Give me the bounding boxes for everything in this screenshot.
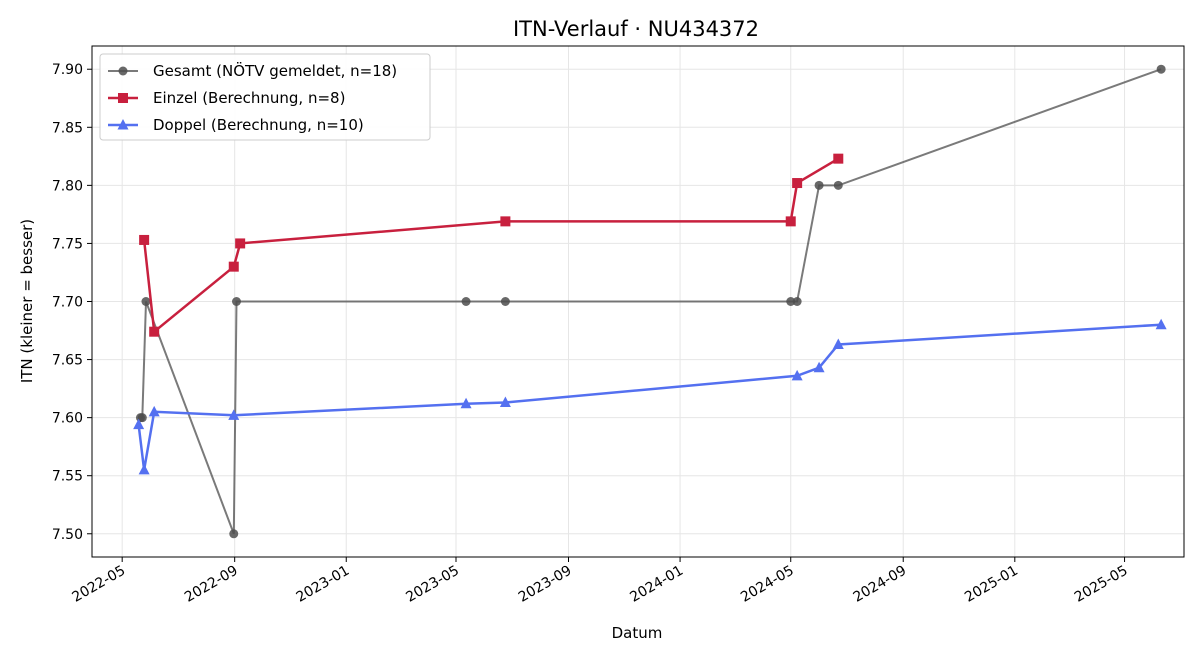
data-point-gesamt [833,180,843,190]
data-point-gesamt [461,297,471,306]
data-point-einzel [139,234,150,245]
data-point-einzel [235,238,246,249]
series-doppel [133,318,1167,475]
series-line-doppel [137,323,1162,471]
y-tick-label: 7.75 [52,236,83,252]
y-tick-label: 7.55 [52,469,83,485]
data-point-doppel [499,396,511,408]
legend-marker-einzel [118,93,128,103]
data-point-doppel [832,338,844,349]
data-point-einzel [792,178,803,189]
legend-label-gesamt: Gesamt (NÖTV gemeldet, n=18) [153,61,397,80]
data-point-gesamt [1156,64,1166,74]
y-tick-label: 7.85 [52,120,83,136]
series-einzel [139,153,844,337]
data-point-einzel [785,216,796,227]
data-point-doppel [1155,318,1167,330]
data-point-gesamt [137,413,147,423]
data-point-einzel [149,326,160,337]
data-point-doppel [813,361,825,373]
y-tick-label: 7.50 [52,527,83,543]
y-tick-label: 7.70 [52,295,83,311]
data-point-gesamt [814,180,824,190]
data-point-doppel [138,463,150,475]
y-tick-label: 7.65 [52,353,83,369]
data-point-doppel [228,409,240,420]
series-layer [133,64,1167,539]
legend-label-einzel: Einzel (Berechnung, n=8) [153,89,345,107]
data-point-gesamt [786,297,796,306]
legend-marker-gesamt [118,66,128,76]
y-tick-label: 7.80 [52,178,83,194]
legend-box [99,53,431,141]
x-axis-label: Datum [612,624,663,642]
legend: Gesamt (NÖTV gemeldet, n=18) Einzel (Bere… [99,53,431,141]
data-point-doppel [148,405,160,417]
y-tick-label: 7.60 [52,411,83,427]
data-point-gesamt [792,297,802,306]
data-point-gesamt [500,297,510,306]
data-point-gesamt [229,529,239,539]
series-line-einzel [142,157,839,335]
data-point-einzel [833,153,844,164]
data-point-doppel [133,418,145,430]
data-point-einzel [228,261,239,272]
y-axis-label: ITN (kleiner = besser) [18,219,36,383]
series-gesamt [135,64,1166,539]
legend-marker-doppel [117,119,129,130]
data-point-doppel [460,397,472,409]
data-point-einzel [500,216,511,227]
y-tick-label: 7.90 [52,62,83,78]
data-point-doppel [791,369,803,381]
legend-label-doppel: Doppel (Berechnung, n=10) [153,116,364,134]
chart-title: ITN-Verlauf · NU434372 [513,17,759,41]
data-point-gesamt [141,297,151,306]
data-point-gesamt [232,297,242,306]
